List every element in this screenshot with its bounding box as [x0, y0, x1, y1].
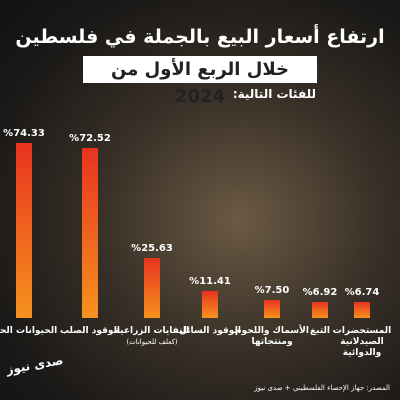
bar	[264, 300, 280, 318]
category-label: المستحضرات الصيدلانية والدوائية	[324, 326, 400, 359]
bar	[202, 291, 218, 318]
value-label: %6.74	[344, 287, 380, 299]
bar	[16, 143, 32, 318]
category-label: النفايات الزراعية (كعلف للحيوانات)	[114, 326, 190, 348]
caption: للفئات التالية:	[232, 87, 316, 101]
value-label: %72.52	[69, 132, 111, 144]
source: المصدر: جهاز الإحصاء الفلسطيني + صدى نيو…	[254, 384, 390, 392]
category-text: المستحضرات الصيدلانية والدوائية	[332, 326, 392, 358]
logo: صدى نيوز	[5, 353, 65, 377]
category-text: النفايات الزراعية	[114, 326, 190, 336]
chart-title: ارتفاع أسعار البيع بالجملة في فلسطين	[15, 26, 385, 48]
bar	[312, 301, 328, 318]
category-label: الحيوانات الحية	[0, 326, 62, 337]
category-text: الوقود السائل	[179, 326, 241, 336]
bar	[144, 257, 160, 318]
category-label: الوقود الصلب	[52, 326, 128, 337]
category-text: الحيوانات الحية	[0, 326, 58, 336]
subtitle: خلال الربع الأول من 2024	[83, 56, 317, 107]
value-label: %74.33	[3, 128, 45, 140]
category-label: الوقود السائل	[172, 326, 248, 337]
bar	[82, 147, 98, 318]
value-label: %7.50	[254, 285, 290, 297]
category-text: الوقود الصلب	[60, 326, 120, 336]
category-note: (كعلف للحيوانات)	[126, 338, 178, 346]
category-label: الأسماك واللحوم ومنتجاتها	[234, 326, 310, 348]
category-text: الأسماك واللحوم ومنتجاتها	[235, 326, 309, 347]
value-label: %6.92	[302, 286, 338, 298]
bar	[354, 302, 370, 318]
category-label: التبغ	[282, 326, 358, 337]
value-label: %25.63	[131, 242, 173, 254]
category-text: التبغ	[310, 326, 330, 336]
value-label: %11.41	[189, 276, 231, 288]
